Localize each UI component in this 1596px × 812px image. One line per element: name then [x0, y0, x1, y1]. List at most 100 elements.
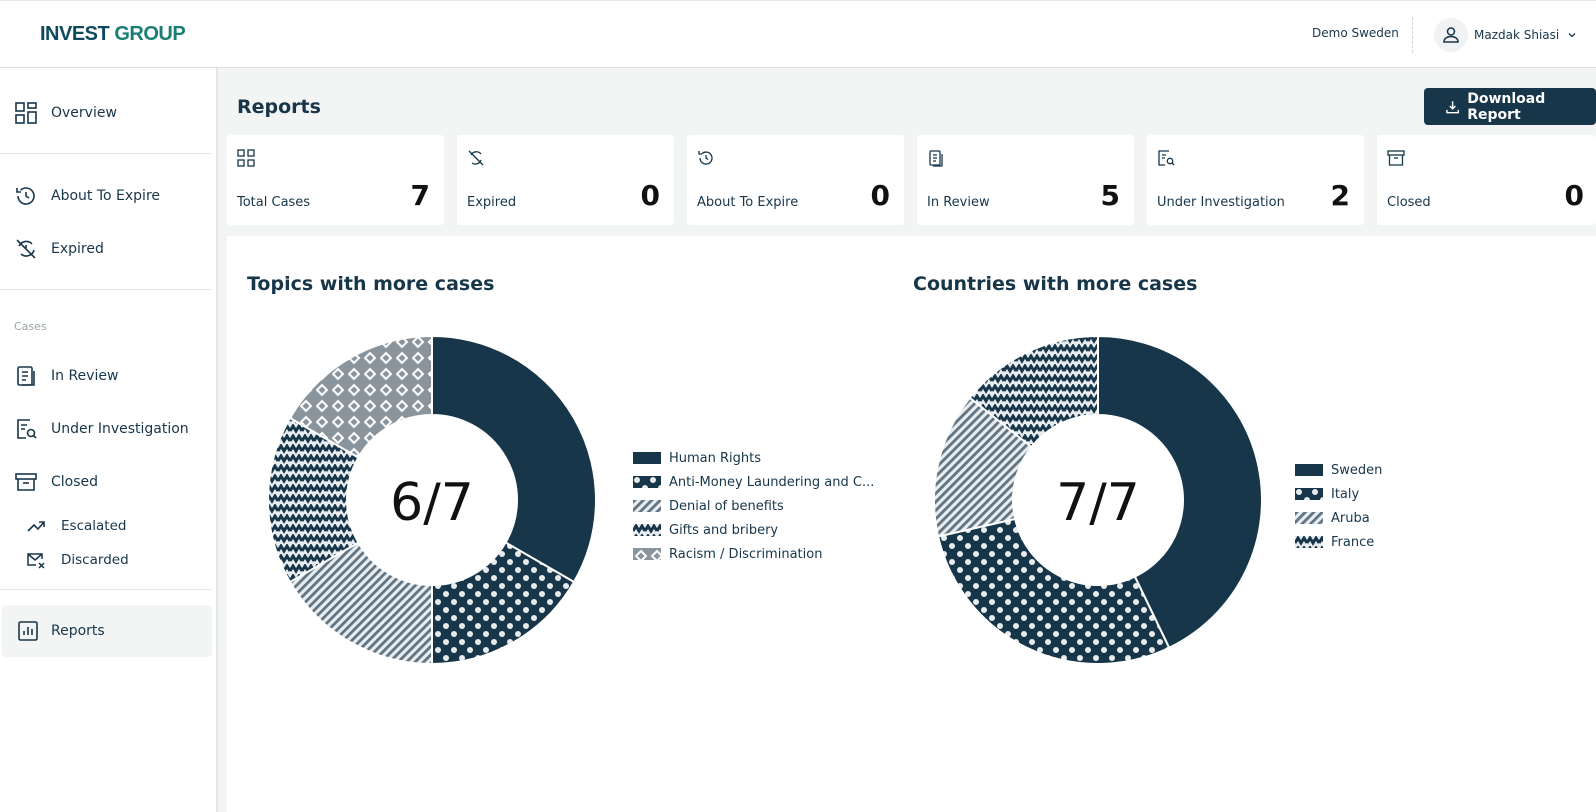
top-bar: INVEST GROUP Demo Sweden Mazdak Shiasi [0, 0, 1596, 68]
chevron-down-icon [1568, 33, 1576, 38]
legend-item-anti-money-laundering-and-c[interactable]: Anti-Money Laundering and C... [633, 470, 874, 494]
sidebar-item-in-review[interactable]: In Review [0, 350, 212, 402]
legend-swatch [633, 452, 661, 464]
grid-icon [237, 149, 255, 167]
sidebar-item-discarded[interactable]: Discarded [0, 542, 212, 578]
stat-value: 2 [1330, 179, 1350, 212]
divider [0, 289, 212, 290]
sidebar-item-label: Discarded [61, 552, 129, 568]
legend-label: Gifts and bribery [669, 522, 779, 538]
chart-title-topics: Topics with more cases [247, 273, 495, 295]
divider [0, 153, 212, 154]
user-name: Mazdak Shiasi [1474, 28, 1560, 42]
slice-human-rights[interactable] [431, 334, 597, 584]
sidebar-item-closed[interactable]: Closed [0, 456, 212, 508]
expired-icon [16, 239, 36, 259]
legend-swatch [633, 476, 661, 488]
bar-chart-icon [18, 621, 38, 641]
stat-card-in-review[interactable]: In Review 5 [917, 135, 1134, 225]
stat-card-expired[interactable]: Expired 0 [457, 135, 674, 225]
stat-label: Under Investigation [1157, 195, 1285, 210]
grid-icon [15, 102, 37, 124]
legend-swatch [633, 548, 661, 560]
history-icon [16, 187, 35, 205]
stat-value: 0 [640, 179, 660, 212]
stat-value: 7 [410, 179, 430, 212]
logo[interactable]: INVEST GROUP [40, 23, 186, 46]
stat-card-total-cases[interactable]: Total Cases 7 [227, 135, 444, 225]
countries-legend: Sweden Italy Aruba France [1295, 458, 1382, 554]
legend-label: Italy [1331, 486, 1360, 502]
sidebar-item-label: Overview [51, 105, 117, 121]
sidebar-item-label: Reports [51, 623, 105, 639]
sidebar-item-label: About To Expire [51, 188, 160, 204]
stat-card-under-investigation[interactable]: Under Investigation 2 [1147, 135, 1364, 225]
legend-item-sweden[interactable]: Sweden [1295, 458, 1382, 482]
sidebar-item-escalated[interactable]: Escalated [0, 508, 212, 544]
legend-label: Racism / Discrimination [669, 546, 823, 562]
slice-anti-money-laundering-and-c[interactable] [431, 541, 576, 666]
legend-item-racism-discrimination[interactable]: Racism / Discrimination [633, 542, 874, 566]
sidebar-item-reports[interactable]: Reports [2, 605, 212, 657]
sidebar-item-label: Closed [51, 474, 99, 490]
stat-value: 0 [870, 179, 890, 212]
charts-panel [227, 236, 1596, 812]
sidebar-item-overview[interactable]: Overview [0, 87, 212, 139]
countries-donut-chart: 7/7 [933, 334, 1263, 665]
section-label-cases: Cases [14, 320, 47, 333]
mail-x-icon [27, 553, 45, 569]
legend-label: France [1331, 534, 1375, 550]
sidebar-item-expired[interactable]: Expired [0, 223, 212, 275]
slice-italy[interactable] [936, 517, 1171, 665]
stat-card-about-to-expire[interactable]: About To Expire 0 [687, 135, 904, 225]
search-document-icon [17, 419, 37, 439]
stat-label: Expired [467, 195, 517, 210]
legend-label: Anti-Money Laundering and C... [669, 474, 875, 490]
download-report-button[interactable]: Download Report [1424, 88, 1596, 125]
legend-swatch [1295, 512, 1323, 524]
slice-france[interactable] [968, 334, 1099, 449]
archive-icon [15, 473, 37, 491]
download-report-label: Download Report [1467, 90, 1546, 123]
user-menu[interactable]: Mazdak Shiasi [1434, 17, 1577, 53]
stat-value: 0 [1564, 179, 1584, 212]
legend-swatch [1295, 464, 1323, 476]
history-icon [698, 151, 713, 165]
legend-swatch [633, 500, 661, 512]
slice-sweden[interactable] [1097, 334, 1263, 650]
search-document-icon [1158, 150, 1175, 166]
stat-card-closed[interactable]: Closed 0 [1377, 135, 1596, 225]
topics-donut-chart: 6/7 [267, 334, 597, 666]
logo-text-invest: INVEST [40, 23, 110, 45]
center-label: 7/7 [1056, 473, 1140, 533]
organization-name[interactable]: Demo Sweden [1312, 26, 1399, 40]
sidebar-item-about-to-expire[interactable]: About To Expire [0, 170, 212, 222]
stat-label: Total Cases [237, 195, 311, 210]
legend-item-aruba[interactable]: Aruba [1295, 506, 1382, 530]
legend-swatch [1295, 488, 1323, 500]
legend-swatch [1295, 536, 1323, 548]
stat-label: About To Expire [697, 195, 799, 210]
download-icon [1446, 100, 1459, 113]
stat-value: 5 [1100, 179, 1120, 212]
stat-label: In Review [927, 195, 990, 210]
center-label: 6/7 [390, 473, 474, 533]
trending-up-icon [27, 521, 45, 532]
legend-item-italy[interactable]: Italy [1295, 482, 1382, 506]
sidebar-item-label: Expired [51, 241, 104, 257]
legend-label: Aruba [1331, 510, 1370, 526]
legend-item-gifts-and-bribery[interactable]: Gifts and bribery [633, 518, 874, 542]
legend-item-france[interactable]: France [1295, 530, 1382, 554]
sidebar-item-under-investigation[interactable]: Under Investigation [0, 403, 212, 455]
legend-item-denial-of-benefits[interactable]: Denial of benefits [633, 494, 874, 518]
slice-gifts-and-bribery[interactable] [267, 416, 360, 584]
legend-label: Denial of benefits [669, 498, 784, 514]
legend-swatch [633, 524, 661, 536]
clipboard-icon [929, 150, 943, 167]
clipboard-icon [17, 366, 35, 386]
divider [0, 589, 212, 590]
slice-racism-discrimination[interactable] [288, 334, 433, 459]
stat-label: Closed [1387, 195, 1431, 210]
slice-denial-of-benefits[interactable] [288, 541, 433, 666]
legend-item-human-rights[interactable]: Human Rights [633, 446, 874, 470]
